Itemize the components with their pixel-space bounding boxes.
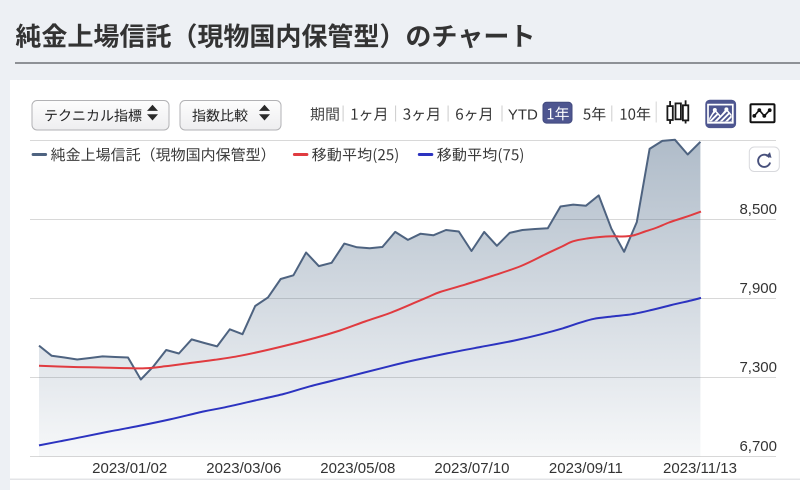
svg-text:2023/03/06: 2023/03/06 [206, 460, 281, 477]
svg-text:7,300: 7,300 [739, 359, 777, 376]
svg-text:YTD: YTD [508, 106, 538, 123]
svg-text:7,900: 7,900 [739, 280, 777, 297]
svg-text:2023/01/02: 2023/01/02 [92, 460, 167, 477]
svg-text:2023/09/11: 2023/09/11 [549, 460, 623, 477]
svg-text:8,500: 8,500 [739, 201, 777, 218]
svg-text:2023/07/10: 2023/07/10 [434, 460, 509, 477]
svg-text:2023/11/13: 2023/11/13 [663, 460, 737, 477]
svg-text:6,700: 6,700 [739, 438, 777, 455]
svg-text:2023/05/08: 2023/05/08 [320, 460, 395, 477]
